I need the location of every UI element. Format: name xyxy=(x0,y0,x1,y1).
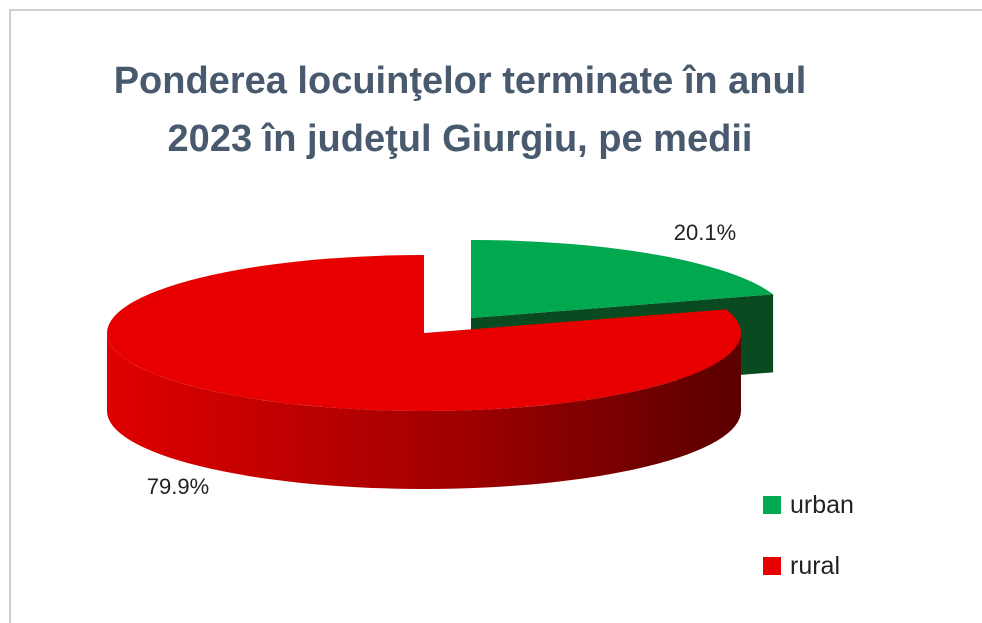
chart-frame xyxy=(9,9,982,623)
legend-label: rural xyxy=(790,552,840,580)
pie-slice xyxy=(107,255,741,489)
slice-side xyxy=(107,333,741,489)
legend-label: urban xyxy=(790,491,854,519)
chart-title: Ponderea locuinţelor terminate în anul 2… xyxy=(113,60,807,160)
data-label: 79.9% xyxy=(147,474,209,499)
slice-top xyxy=(471,240,774,318)
legend-swatch xyxy=(763,496,781,514)
data-label: 20.1% xyxy=(674,220,736,245)
slice-top xyxy=(107,255,741,411)
legend-swatch xyxy=(763,557,781,575)
